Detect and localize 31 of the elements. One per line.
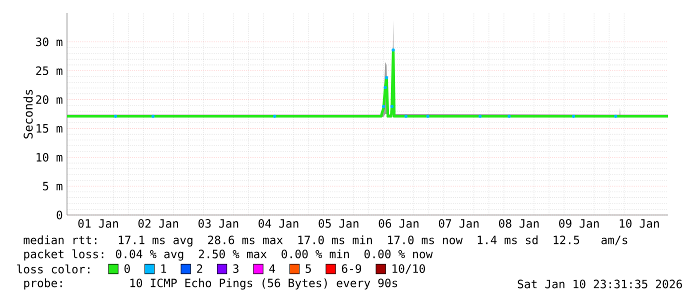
legend-label: 1 [161, 264, 166, 273]
legend-label: 2 [197, 264, 202, 273]
x-tick-label: 08 Jan [499, 219, 539, 228]
legend-label: 0 [124, 264, 130, 273]
legend-label: 6-9 [342, 264, 362, 273]
y-tick-label: 10 m [36, 152, 62, 162]
legend-label: 5 [306, 264, 311, 273]
y-tick-label: 5 m [42, 182, 62, 190]
x-tick-label: 07 Jan [438, 219, 479, 228]
y-tick-label: 0 [56, 210, 62, 220]
text: probe: 10 ICMP Echo Pings (56 Bytes) every 90s [24, 278, 398, 290]
x-tick-label: 10 Jan [620, 219, 659, 228]
y-tick-label: 15 m [36, 124, 62, 133]
text: packet loss: 0.04 % avg 2.50 % max 0.00 % min 0.00 % now [24, 249, 433, 261]
x-tick-label: 03 Jan [198, 219, 238, 228]
x-tick-label: 01 Jan [78, 219, 118, 228]
x-tick-label: 04 Jan [258, 219, 298, 228]
y-tick-label: 20 m [36, 95, 62, 104]
legend-title: loss color: [17, 264, 90, 274]
legend-label: 3 [233, 264, 238, 273]
y-tick-label: 30 m [36, 38, 62, 46]
x-tick-label: 05 Jan [318, 219, 358, 228]
y-tick-label: 25 m [36, 66, 62, 76]
x-tick-label: 09 Jan [559, 219, 599, 228]
y-axis-title: Seconds [23, 90, 33, 138]
x-tick-label: 02 Jan [138, 219, 178, 228]
legend-label: 4 [269, 264, 276, 273]
legend-label: 10/10 [392, 264, 425, 274]
text: median rtt: 17.1 ms avg 28.6 ms max 17.0 ms min 17.0 ms now 1.4 ms sd 12.5 am/s [24, 235, 628, 247]
text: Sat Jan 10 23:31:35 2026 [518, 280, 682, 288]
x-tick-label: 06 Jan [378, 219, 418, 228]
